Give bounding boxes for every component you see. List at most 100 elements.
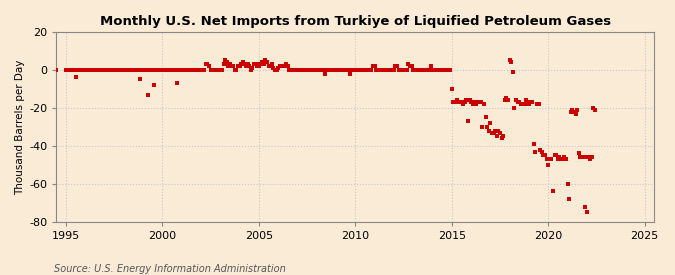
Point <box>446 87 457 91</box>
Point <box>364 68 375 72</box>
Point <box>522 102 533 106</box>
Point <box>394 68 404 72</box>
Point <box>387 68 398 72</box>
Point <box>546 157 557 161</box>
Point <box>510 98 521 103</box>
Point <box>239 62 250 66</box>
Point <box>311 68 322 72</box>
Point <box>167 68 178 72</box>
Point <box>514 100 524 104</box>
Point <box>360 68 371 72</box>
Point <box>440 68 451 72</box>
Point <box>321 68 332 72</box>
Point <box>162 68 173 72</box>
Point <box>503 98 514 103</box>
Point <box>51 68 61 72</box>
Point <box>356 68 367 72</box>
Point <box>306 68 317 72</box>
Point <box>438 68 449 72</box>
Point <box>256 60 267 65</box>
Point <box>586 155 597 160</box>
Point <box>130 68 140 72</box>
Point <box>159 68 169 72</box>
Point <box>395 68 406 72</box>
Point <box>344 68 354 72</box>
Point <box>490 128 501 133</box>
Point <box>547 189 558 194</box>
Point <box>265 64 275 68</box>
Point <box>363 68 374 72</box>
Point <box>289 68 300 72</box>
Point <box>75 68 86 72</box>
Point <box>335 68 346 72</box>
Point <box>218 62 229 66</box>
Point <box>417 68 428 72</box>
Point <box>233 64 244 68</box>
Point <box>70 75 81 80</box>
Point <box>217 68 227 72</box>
Point <box>213 68 224 72</box>
Point <box>211 68 222 72</box>
Point <box>562 182 573 186</box>
Point <box>423 68 433 72</box>
Point <box>263 64 274 68</box>
Point <box>62 68 73 72</box>
Point <box>154 68 165 72</box>
Point <box>146 68 157 72</box>
Point <box>231 68 242 72</box>
Point <box>83 68 94 72</box>
Point <box>424 68 435 72</box>
Point <box>456 100 467 104</box>
Point <box>181 68 192 72</box>
Point <box>581 210 592 214</box>
Point <box>327 68 338 72</box>
Point <box>355 68 366 72</box>
Point <box>105 68 116 72</box>
Point <box>133 68 144 72</box>
Point <box>402 68 412 72</box>
Point <box>157 68 168 72</box>
Point <box>242 62 253 66</box>
Point <box>199 68 210 72</box>
Point <box>183 68 194 72</box>
Point <box>308 68 319 72</box>
Point <box>369 64 380 68</box>
Point <box>248 62 259 66</box>
Point <box>374 68 385 72</box>
Point <box>454 100 465 104</box>
Point <box>189 68 200 72</box>
Point <box>118 68 129 72</box>
Point <box>149 83 160 87</box>
Point <box>467 102 478 106</box>
Point <box>244 64 254 68</box>
Point <box>377 68 388 72</box>
Point <box>352 68 362 72</box>
Point <box>541 157 552 161</box>
Point <box>448 100 459 104</box>
Point <box>353 68 364 72</box>
Point <box>72 68 82 72</box>
Point <box>209 68 219 72</box>
Point <box>520 98 531 103</box>
Point <box>120 68 131 72</box>
Point <box>366 68 377 72</box>
Point <box>588 106 599 110</box>
Point <box>196 68 207 72</box>
Point <box>260 58 271 63</box>
Point <box>358 68 369 72</box>
Point <box>101 68 111 72</box>
Point <box>491 134 502 139</box>
Point <box>504 58 515 63</box>
Point <box>226 64 237 68</box>
Point <box>551 153 562 158</box>
Point <box>350 68 360 72</box>
Point <box>125 68 136 72</box>
Point <box>501 96 512 101</box>
Point <box>326 68 337 72</box>
Point <box>466 100 477 104</box>
Point <box>572 108 583 112</box>
Point <box>589 108 600 112</box>
Point <box>250 62 261 66</box>
Point <box>141 68 152 72</box>
Point <box>246 68 256 72</box>
